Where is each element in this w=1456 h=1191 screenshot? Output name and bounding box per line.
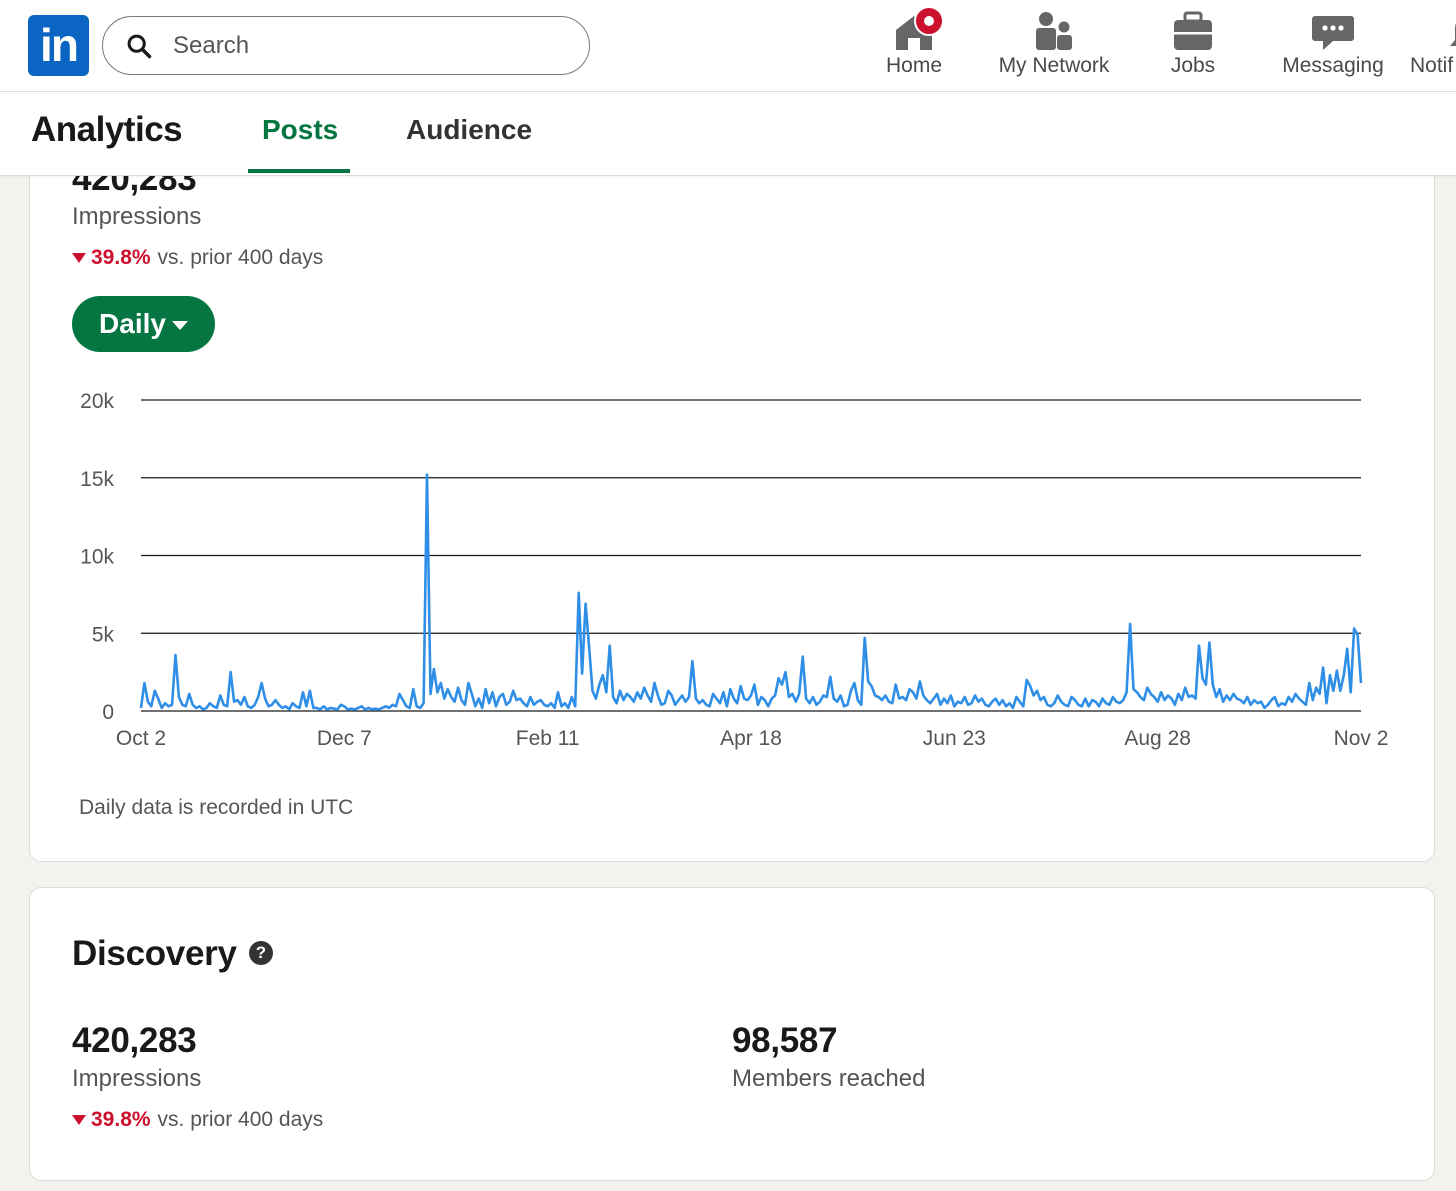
nav-messaging-label: Messaging (1282, 54, 1384, 77)
y-tick-label: 5k (92, 623, 115, 646)
delta-text: vs. prior 400 days (157, 246, 324, 269)
question-icon[interactable]: ? (249, 941, 273, 965)
briefcase-icon (1171, 10, 1215, 54)
members-reached-label: Members reached (732, 1065, 926, 1092)
members-reached-value: 98,587 (732, 1021, 838, 1060)
nav-home[interactable]: Home (880, 6, 948, 86)
x-tick-label: Feb 11 (516, 727, 580, 750)
period-dropdown-button[interactable]: Daily (72, 296, 215, 352)
caret-down-icon (171, 320, 188, 330)
nav-home-label: Home (885, 54, 943, 77)
x-tick-label: Oct 2 (116, 727, 166, 750)
nav-notifications[interactable]: Notif (1410, 10, 1456, 86)
period-dropdown-label: Daily (99, 308, 166, 339)
notification-badge (914, 6, 944, 36)
discovery-impressions-label: Impressions (72, 1065, 202, 1092)
y-tick-label: 10k (80, 546, 114, 569)
search-bar[interactable] (102, 16, 590, 75)
x-tick-label: Aug 28 (1124, 727, 1191, 750)
discovery-card: Discovery ? 420,283 Impressions 39.8% vs… (29, 887, 1435, 1181)
messaging-icon (1311, 10, 1355, 54)
nav-jobs[interactable]: Jobs (1160, 10, 1226, 86)
tab-posts[interactable]: Posts (262, 114, 339, 145)
discovery-impressions-value: 420,283 (72, 1021, 197, 1060)
impressions-label: Impressions (72, 203, 202, 230)
down-arrow-icon (72, 253, 86, 263)
analytics-header: Analytics Posts Audience (0, 92, 1456, 176)
impressions-card: 420,283 Impressions 39.8% vs. prior 400 … (29, 120, 1435, 862)
impressions-chart: 0 5k 10k 15k 20k Oct 2 Dec 7 Feb 11 Apr 18 Jun 23… (80, 390, 1389, 750)
nav-messaging[interactable]: Messaging (1278, 10, 1388, 86)
network-icon (1032, 10, 1076, 54)
top-nav: in Home My Network (0, 0, 1456, 92)
page-title: Analytics (31, 110, 183, 149)
nav-notifications-label: Notif (1410, 54, 1454, 77)
nav-my-network-label: My Network (998, 54, 1110, 77)
linkedin-logo-icon[interactable]: in (28, 15, 89, 76)
active-tab-indicator (248, 169, 350, 173)
bell-icon (1446, 10, 1456, 54)
x-tick-label: Dec 7 (317, 727, 372, 750)
impressions-delta: 39.8% vs. prior 400 days (72, 246, 323, 270)
home-icon (892, 6, 944, 54)
delta-percent: 39.8% (91, 246, 151, 269)
x-tick-label: Jun 23 (923, 727, 986, 750)
nav-my-network[interactable]: My Network (992, 10, 1116, 86)
y-tick-label: 0 (102, 701, 114, 724)
tab-audience[interactable]: Audience (406, 114, 533, 145)
search-icon (127, 34, 152, 58)
discovery-impressions-delta: 39.8% vs. prior 400 days (72, 1108, 323, 1132)
nav-jobs-label: Jobs (1170, 54, 1216, 77)
chart-footnote: Daily data is recorded in UTC (79, 796, 354, 819)
x-tick-label: Apr 18 (720, 727, 782, 750)
x-tick-label: Nov 2 (1334, 727, 1389, 750)
impressions-series-line (139, 473, 1363, 711)
delta-percent: 39.8% (91, 1108, 151, 1131)
delta-text: vs. prior 400 days (157, 1108, 324, 1131)
y-tick-label: 15k (80, 468, 114, 491)
discovery-title: Discovery (72, 934, 237, 973)
down-arrow-icon (72, 1115, 86, 1125)
search-input[interactable] (173, 31, 553, 60)
y-tick-label: 20k (80, 390, 114, 413)
